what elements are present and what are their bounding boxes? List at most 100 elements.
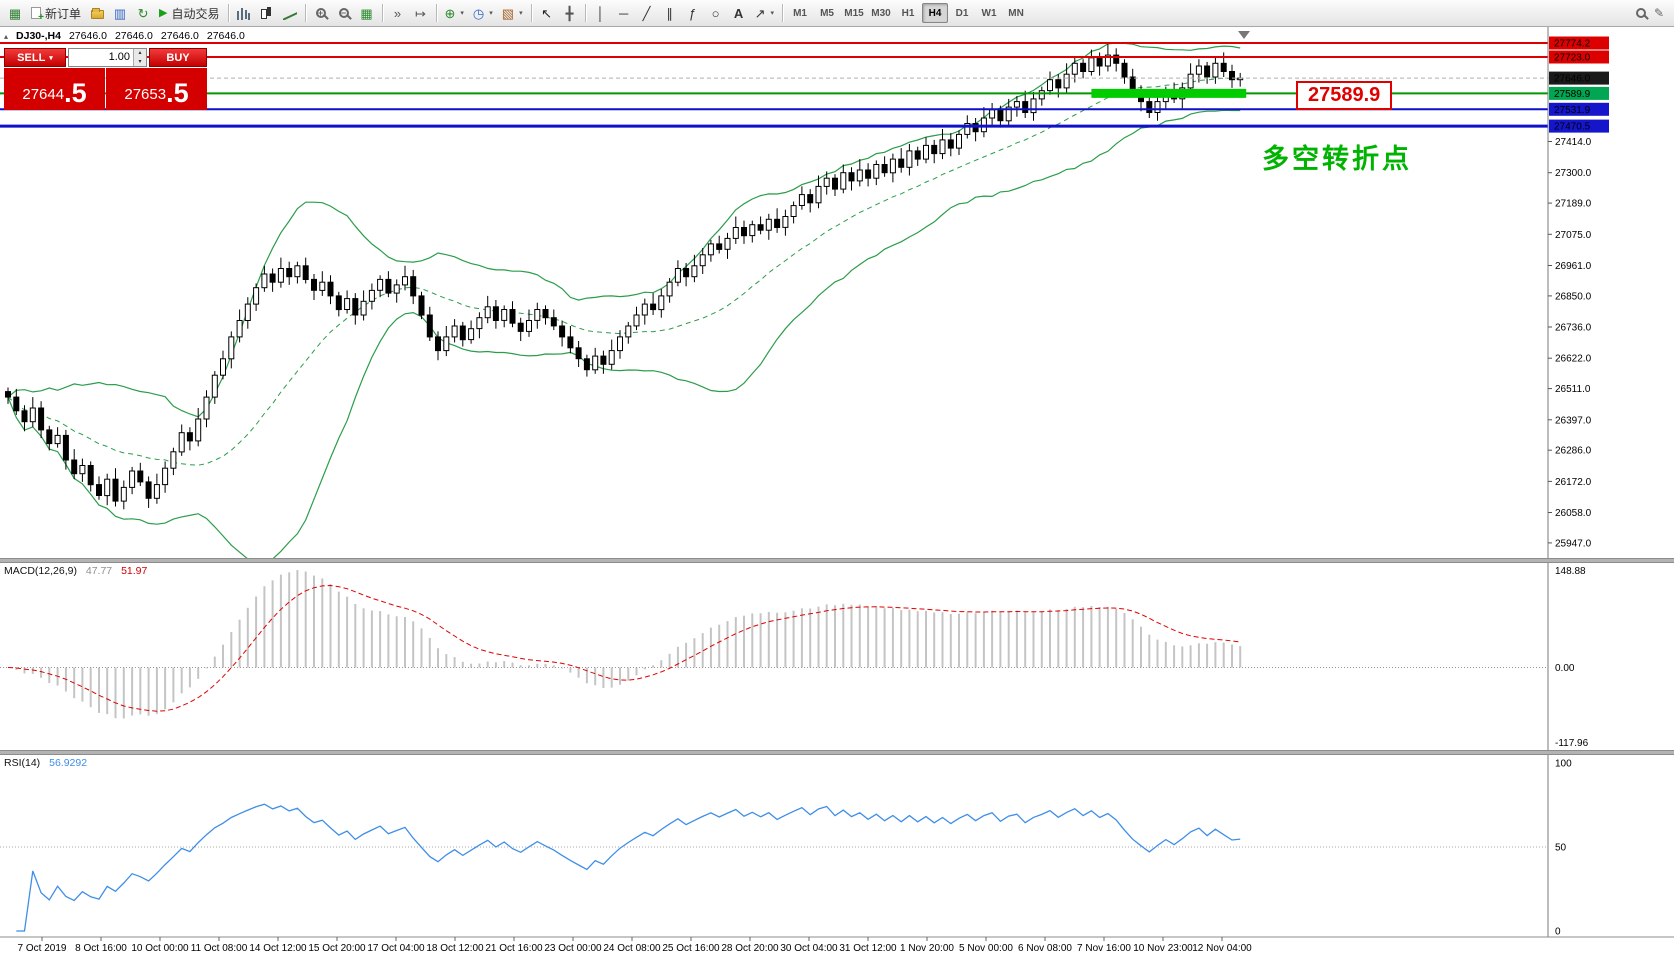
time-axis-label: 10 Nov 23:00 <box>1133 943 1193 954</box>
chart-shift-icon[interactable]: ↦ <box>415 5 426 21</box>
price-tag-label: 27589.9 <box>1554 89 1591 100</box>
timeframe-m15-button[interactable]: M15 <box>841 3 867 23</box>
volume-field[interactable]: 1.00 ▴ ▾ <box>68 48 147 67</box>
fibonacci-tool-icon[interactable]: ƒ <box>688 5 697 21</box>
new-order-button[interactable]: 新订单 <box>27 2 85 24</box>
crosshair-icon[interactable]: ╋ <box>565 5 574 21</box>
time-axis-label: 12 Nov 04:00 <box>1192 943 1252 954</box>
price-axis-label: 26961.0 <box>1555 261 1592 272</box>
level-price-label[interactable]: 27589.9 <box>1296 81 1393 110</box>
price-axis-label: 27300.0 <box>1555 168 1592 179</box>
timeframe-h1-button[interactable]: H1 <box>895 3 921 23</box>
periods-icon[interactable]: ◷ ▾ <box>472 5 493 21</box>
toolbar-separator <box>530 4 532 22</box>
sell-button[interactable]: SELL ▾ <box>4 48 66 67</box>
volume-value[interactable]: 1.00 <box>108 51 130 63</box>
sell-dropdown-caret-icon[interactable]: ▾ <box>49 54 53 62</box>
chart-background[interactable] <box>0 27 1674 955</box>
market-watch-icon[interactable]: ▥ <box>113 5 127 21</box>
autotrading-play-icon: ▶ <box>159 6 168 19</box>
chart-shift-marker[interactable] <box>1238 31 1250 39</box>
bar-high-value: 27646.0 <box>114 30 153 42</box>
tile-windows-icon[interactable]: ▦ <box>360 5 373 21</box>
toolbar-separator <box>782 4 784 22</box>
timeframe-m5-button[interactable]: M5 <box>814 3 840 23</box>
volume-increase-button[interactable]: ▴ <box>134 49 146 58</box>
macd-signal-line <box>7 584 1241 712</box>
channel-tool-icon[interactable]: ∥ <box>666 5 673 21</box>
timeframe-w1-button[interactable]: W1 <box>976 3 1002 23</box>
price-axis-label: 26736.0 <box>1555 323 1592 334</box>
arrows-tool-icon[interactable]: ↗ ▾ <box>754 5 775 21</box>
edit-icon[interactable]: ✎ <box>1653 6 1664 20</box>
sell-price-display[interactable]: 27644.5 <box>4 68 105 110</box>
text-tool-icon[interactable]: A <box>733 5 744 21</box>
time-axis-label: 10 Oct 00:00 <box>131 943 189 954</box>
volume-decrease-button[interactable]: ▾ <box>134 57 146 66</box>
rsi-axis-label: 50 <box>1555 843 1567 854</box>
timeframe-m30-button[interactable]: M30 <box>868 3 894 23</box>
auto-scroll-icon[interactable]: » <box>393 5 402 21</box>
zoom-out-icon[interactable]: − <box>333 2 355 24</box>
time-axis-label: 28 Oct 20:00 <box>721 943 779 954</box>
price-tag-label: 27470.5 <box>1554 122 1591 133</box>
search-icon[interactable] <box>1635 8 1646 18</box>
timeframe-d1-button[interactable]: D1 <box>949 3 975 23</box>
candles-layer <box>5 44 1244 510</box>
horizontal-line-tool-icon[interactable]: ─ <box>618 5 629 21</box>
candlestick-chart-type-icon[interactable] <box>256 2 278 24</box>
cursor-icon[interactable]: ↖ <box>541 5 553 21</box>
trendline-tool-icon[interactable]: ╱ <box>642 5 651 21</box>
timeframe-m1-button[interactable]: M1 <box>787 3 813 23</box>
time-axis-label: 6 Nov 08:00 <box>1018 943 1072 954</box>
price-tag-label: 27646.0 <box>1554 74 1591 85</box>
bar-open-value: 27646.0 <box>68 30 107 42</box>
autotrading-button[interactable]: ▶ 自动交易 <box>155 2 223 24</box>
shapes-tool-icon[interactable]: ○ <box>711 5 720 21</box>
price-axis-label: 26850.0 <box>1555 291 1592 302</box>
timeframe-mn-button[interactable]: MN <box>1003 3 1029 23</box>
time-axis-label: 7 Oct 2019 <box>18 943 67 954</box>
buy-price-main: 27653 <box>124 86 167 103</box>
price-axis-label: 27189.0 <box>1555 199 1592 210</box>
price-tag-label: 27531.9 <box>1554 105 1591 116</box>
sell-button-label: SELL <box>17 51 46 64</box>
time-axis-label: 30 Oct 04:00 <box>780 943 838 954</box>
panel-separator[interactable] <box>0 558 1674 563</box>
refresh-icon[interactable]: ↻ <box>137 5 149 21</box>
vertical-line-tool-icon[interactable]: │ <box>596 5 605 21</box>
macd-main-value: 47.77 <box>85 565 113 577</box>
bar-chart-type-icon[interactable] <box>233 2 255 24</box>
rsi-value: 56.9292 <box>49 757 88 769</box>
price-tag <box>1549 102 1609 116</box>
zoom-in-icon[interactable]: + <box>310 2 332 24</box>
one-click-trading-panel: SELL ▾ 1.00 ▴ ▾ BUY 27644.5 27653.5 <box>4 48 207 110</box>
buy-button[interactable]: BUY <box>149 48 207 67</box>
timeframe-h4-button[interactable]: H4 <box>922 3 949 23</box>
toolbar-separator <box>584 4 586 22</box>
templates-icon[interactable]: ▧ ▾ <box>501 5 523 21</box>
time-axis-label: 15 Oct 20:00 <box>308 943 366 954</box>
sell-price-pips: .5 <box>64 78 87 108</box>
time-axis-label: 17 Oct 04:00 <box>367 943 425 954</box>
macd-axis-label: -117.96 <box>1555 738 1589 749</box>
bar-close-value: 27646.0 <box>206 30 245 42</box>
price-tag <box>1549 119 1609 133</box>
profiles-icon[interactable] <box>86 2 108 24</box>
macd-name: MACD(12,26,9) <box>4 565 77 577</box>
collapse-trade-panel-icon[interactable]: ▴ <box>4 31 9 41</box>
chart-canvas[interactable]: 27414.0 27300.0 27189.0 27075.0 26961.0 26850… <box>0 27 1674 955</box>
indicators-icon[interactable]: ⊕ ▾ <box>444 5 464 21</box>
autotrading-label: 自动交易 <box>171 6 220 21</box>
toolbar-separator <box>435 4 437 22</box>
time-axis-label: 1 Nov 20:00 <box>900 943 954 954</box>
panel-separator[interactable] <box>0 750 1674 755</box>
price-tag <box>1549 36 1609 50</box>
buy-price-display[interactable]: 27653.5 <box>106 68 207 110</box>
turning-point-annotation[interactable]: 多空转折点 <box>1262 144 1412 174</box>
line-chart-type-icon[interactable] <box>279 2 301 24</box>
new-chart-icon[interactable]: ▦ <box>8 5 22 21</box>
price-tag <box>1549 71 1609 85</box>
chart-window[interactable]: 27414.0 27300.0 27189.0 27075.0 26961.0 26850… <box>0 27 1674 955</box>
